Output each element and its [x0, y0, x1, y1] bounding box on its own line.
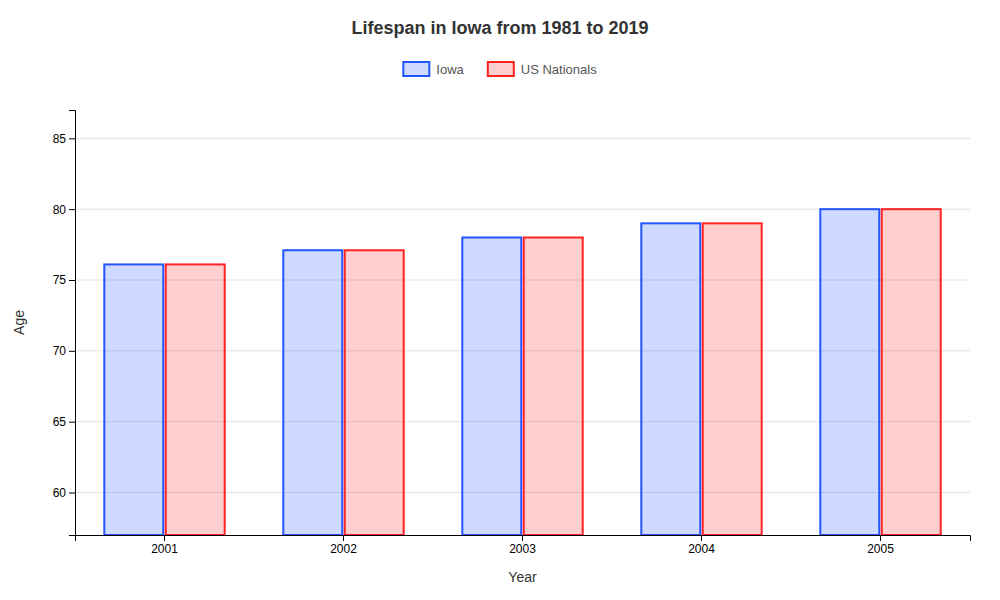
y-tick: 85 [53, 132, 75, 146]
y-tick-label: 70 [53, 344, 67, 358]
y-axis: 60 65 70 75 80 85 [53, 111, 76, 536]
y-tick-mark [69, 280, 75, 281]
legend-label: Iowa [436, 62, 464, 77]
y-tick-mark [69, 209, 75, 210]
bar [703, 223, 762, 535]
bar-series [104, 209, 879, 535]
chart: 60 65 70 75 80 85 2001 2002 2003 2004 2005 Lifespan… [0, 0, 1000, 600]
bar [104, 264, 163, 535]
x-axis: 2001 2002 2003 2004 2005 [76, 535, 971, 556]
x-tick-label: 2002 [330, 542, 357, 556]
plot-area [104, 209, 940, 535]
x-tick: 2001 [151, 535, 178, 556]
y-tick-mark [69, 422, 75, 423]
y-tick-mark [69, 138, 75, 139]
y-tick-mark [69, 493, 75, 494]
y-tick-label: 80 [53, 203, 67, 217]
x-tick: 2005 [867, 535, 894, 556]
x-axis-title: Year [508, 569, 537, 585]
bar-series [166, 209, 941, 535]
bar [345, 250, 404, 535]
x-tick-mark [880, 535, 881, 541]
bar [820, 209, 879, 535]
x-tick-label: 2003 [509, 542, 536, 556]
x-tick: 2003 [509, 535, 536, 556]
y-tick-label: 60 [53, 486, 67, 500]
y-tick: 80 [53, 203, 75, 217]
x-axis-line [76, 536, 971, 542]
y-tick-label: 85 [53, 132, 67, 146]
x-tick-mark [343, 535, 344, 541]
y-axis-line [69, 111, 76, 536]
bar [462, 238, 521, 536]
y-tick-label: 65 [53, 415, 67, 429]
x-tick-mark [164, 535, 165, 541]
x-tick-mark [522, 535, 523, 541]
x-tick-mark [701, 535, 702, 541]
y-axis-title: Age [11, 310, 27, 335]
bar [524, 238, 583, 536]
title: Lifespan in Iowa from 1981 to 2019 [351, 18, 648, 38]
bar [641, 223, 700, 535]
y-tick: 75 [53, 273, 75, 287]
y-tick: 70 [53, 344, 75, 358]
x-tick-label: 2004 [688, 542, 715, 556]
legend-swatch [403, 62, 429, 76]
y-tick-label: 75 [53, 273, 67, 287]
y-tick: 65 [53, 415, 75, 429]
legend-item: US Nationals [488, 62, 597, 77]
bar [882, 209, 941, 535]
grid-line [75, 138, 970, 139]
x-tick: 2002 [330, 535, 357, 556]
bar [283, 250, 342, 535]
y-tick: 60 [53, 486, 75, 500]
legend-swatch [488, 62, 514, 76]
x-tick-label: 2005 [867, 542, 894, 556]
legend-label: US Nationals [521, 62, 597, 77]
x-tick-label: 2001 [151, 542, 178, 556]
y-tick-mark [69, 351, 75, 352]
legend-item: Iowa [403, 62, 464, 77]
x-tick: 2004 [688, 535, 715, 556]
legend: Iowa US Nationals [403, 62, 597, 77]
bar [166, 264, 225, 535]
